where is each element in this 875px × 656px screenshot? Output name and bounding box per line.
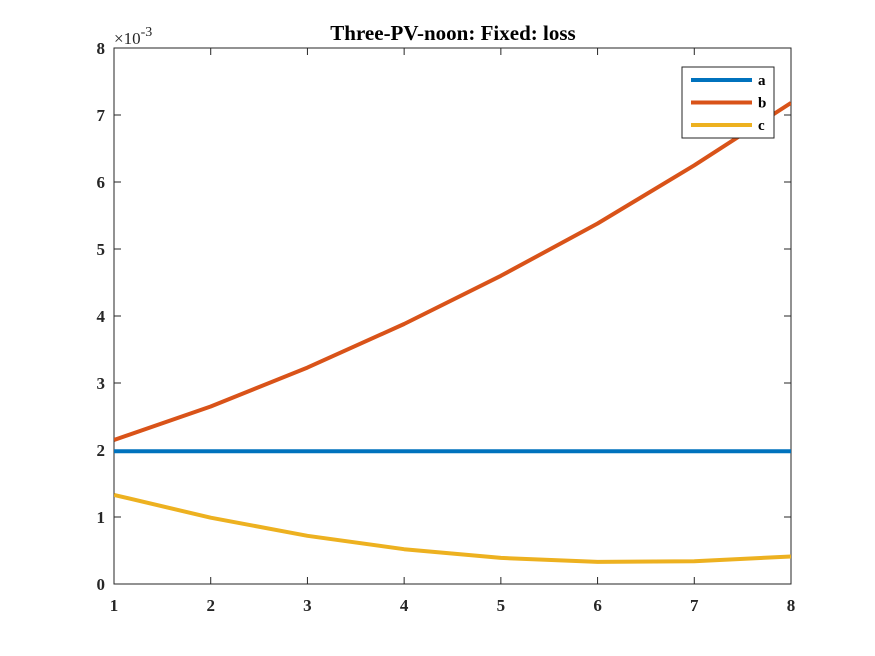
y-tick-label: 5 (97, 240, 106, 259)
y-tick-label: 4 (97, 307, 106, 326)
y-tick-label: 3 (97, 374, 106, 393)
exponent-base: ×10 (114, 29, 141, 48)
x-tick-label: 2 (206, 596, 215, 615)
y-axis-exponent-label: ×10-3 (114, 25, 152, 48)
series-line-b (114, 101, 791, 442)
y-tick-label: 0 (97, 575, 106, 594)
chart-title: Three-PV-noon: Fixed: loss (330, 21, 575, 45)
y-tick-label: 7 (97, 106, 106, 125)
x-tick-label: 8 (787, 596, 796, 615)
legend-label-c: c (758, 118, 765, 134)
y-tick-label: 1 (97, 508, 106, 527)
x-tick-label: 1 (110, 596, 119, 615)
y-tick-label: 8 (97, 39, 106, 58)
y-tick-label: 2 (97, 441, 106, 460)
legend-label-b: b (758, 96, 766, 112)
x-tick-label: 7 (690, 596, 699, 615)
legend-label-a: a (758, 73, 766, 89)
x-tick-label: 5 (497, 596, 506, 615)
y-tick-label: 6 (97, 173, 106, 192)
exponent-power: -3 (141, 25, 153, 40)
series-group (114, 101, 791, 564)
series-line-c (114, 492, 791, 564)
x-tick-label: 3 (303, 596, 312, 615)
x-tick-label: 6 (593, 596, 602, 615)
x-tick-label: 4 (400, 596, 409, 615)
legend: abc (681, 66, 775, 139)
